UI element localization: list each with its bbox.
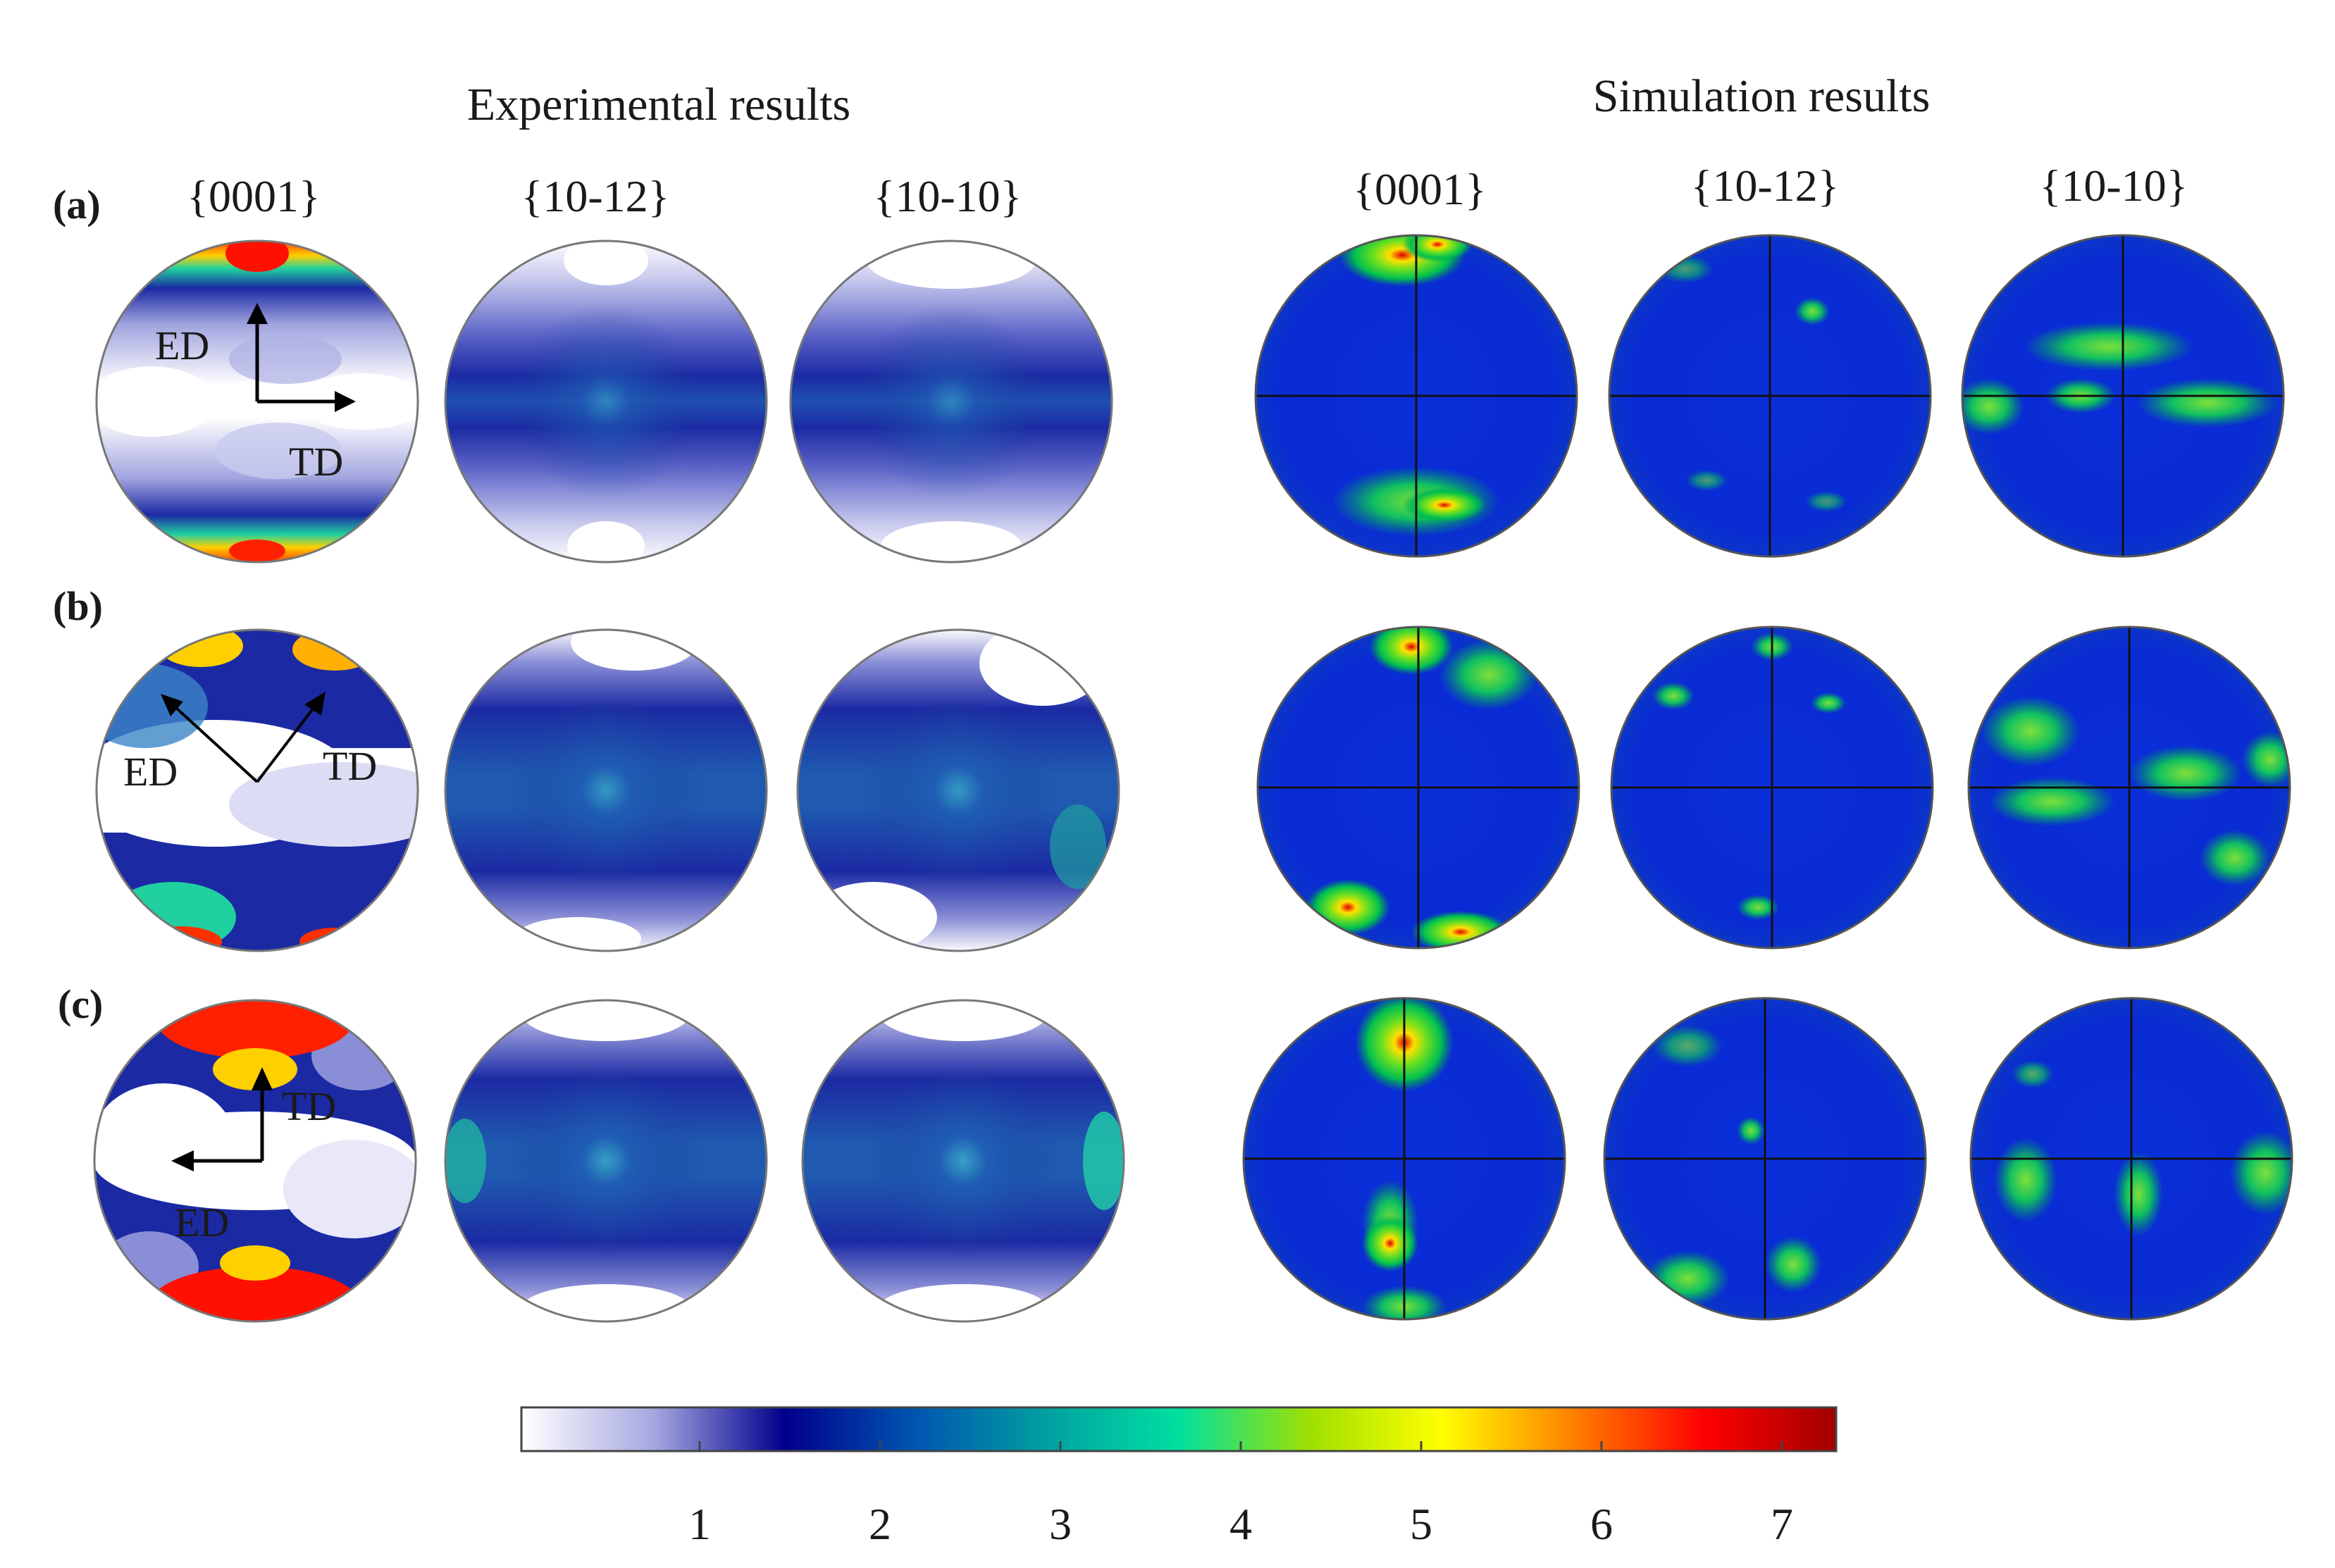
exp-pole-figure-b-0001 bbox=[95, 628, 419, 952]
exp-pole-figure-c-10-12 bbox=[444, 999, 768, 1323]
sim-plane-label-10-10: {10-10} bbox=[2040, 161, 2188, 211]
sim-pole-figure-a-0001 bbox=[1254, 234, 1578, 558]
sim-pole-figure-b-0001 bbox=[1256, 626, 1580, 950]
axes-indicator-c: TD ED bbox=[171, 1067, 336, 1245]
color-bar-ticks: 1 2 3 4 5 6 7 bbox=[688, 1441, 1793, 1549]
td-label-a: TD bbox=[289, 439, 343, 485]
sim-pole-figure-a-10-10 bbox=[1961, 234, 2285, 558]
exp-pole-figure-b-10-12 bbox=[444, 628, 768, 952]
ed-label-b: ED bbox=[123, 749, 178, 795]
exp-plane-label-10-12: {10-12} bbox=[521, 171, 670, 221]
color-bar-tick-label: 1 bbox=[688, 1499, 711, 1549]
exp-plane-label-0001: {0001} bbox=[187, 171, 320, 221]
exp-pole-figure-a-10-10 bbox=[789, 239, 1113, 564]
color-bar-tick-label: 4 bbox=[1230, 1499, 1252, 1549]
color-bar: 1 2 3 4 5 6 7 bbox=[520, 1406, 1838, 1549]
sim-pole-figure-c-10-10 bbox=[1969, 997, 2293, 1321]
td-label-b: TD bbox=[323, 743, 377, 789]
color-bar-tick-label: 5 bbox=[1410, 1499, 1432, 1549]
color-bar-tick-label: 7 bbox=[1771, 1499, 1793, 1549]
sim-pole-figure-b-10-10 bbox=[1967, 626, 2291, 950]
row-label-b: (b) bbox=[53, 583, 103, 629]
row-label-a: (a) bbox=[53, 182, 101, 228]
color-bar-tick-label: 3 bbox=[1049, 1499, 1072, 1549]
color-bar-gradient bbox=[520, 1406, 1838, 1452]
td-label-c: TD bbox=[282, 1083, 336, 1129]
exp-pole-figure-a-10-12 bbox=[444, 239, 768, 564]
sim-pole-figure-c-0001 bbox=[1242, 997, 1566, 1321]
color-bar-tick-label: 6 bbox=[1590, 1499, 1613, 1549]
ed-label-c: ED bbox=[175, 1200, 229, 1245]
exp-pole-figure-a-0001 bbox=[95, 239, 419, 564]
sim-plane-label-10-12: {10-12} bbox=[1691, 161, 1840, 211]
axes-indicator-a: ED TD bbox=[155, 303, 356, 485]
experimental-title: Experimental results bbox=[467, 79, 850, 130]
sim-plane-label-0001: {0001} bbox=[1353, 164, 1486, 214]
axes-indicator-b: ED TD bbox=[123, 692, 377, 795]
exp-pole-figure-b-10-10 bbox=[796, 628, 1120, 952]
color-bar-tick-label: 2 bbox=[869, 1499, 891, 1549]
exp-plane-label-10-10: {10-10} bbox=[874, 171, 1022, 221]
ed-label-a: ED bbox=[155, 323, 209, 368]
sim-pole-figure-b-10-12 bbox=[1610, 626, 1934, 950]
sim-pole-figure-a-10-12 bbox=[1608, 234, 1932, 558]
exp-pole-figure-c-10-10 bbox=[801, 999, 1125, 1323]
simulation-title: Simulation results bbox=[1593, 70, 1931, 122]
row-label-c: (c) bbox=[58, 981, 103, 1027]
sim-pole-figure-c-10-12 bbox=[1603, 997, 1927, 1321]
